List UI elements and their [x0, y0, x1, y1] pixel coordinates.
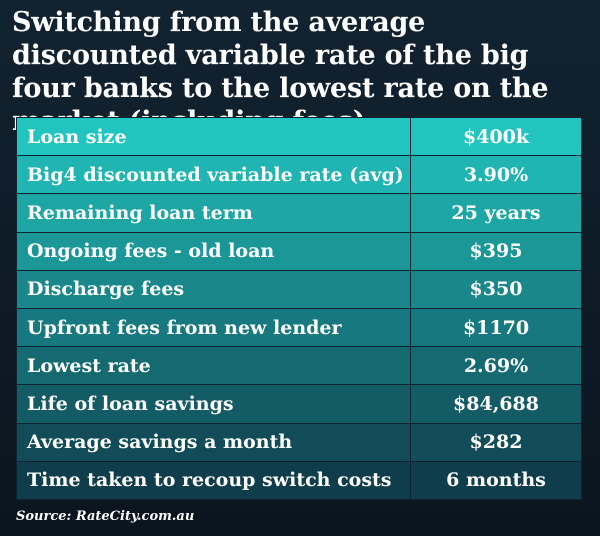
row-label: Average savings a month	[16, 422, 411, 462]
row-value: 3.90%	[410, 155, 582, 195]
row-value: $1170	[410, 307, 582, 348]
table-row: Lowest rate 2.69%	[16, 346, 582, 386]
row-label: Lowest rate	[16, 346, 411, 386]
row-label: Life of loan savings	[16, 384, 411, 424]
row-value: $282	[410, 422, 582, 462]
table-row: Remaining loan term 25 years	[16, 193, 582, 233]
row-label: Time taken to recoup switch costs	[16, 460, 411, 501]
table-row: Ongoing fees - old loan $395	[16, 231, 582, 271]
row-label: Loan size	[16, 116, 411, 157]
table-row: Loan size $400k	[16, 116, 582, 157]
row-value: $84,688	[410, 384, 582, 424]
table-row: Discharge fees $350	[16, 269, 582, 309]
row-value: 6 months	[410, 460, 582, 501]
table-row: Upfront fees from new lender $1170	[16, 307, 582, 348]
data-table: Loan size $400k Big4 discounted variable r…	[16, 116, 582, 501]
table-row: Life of loan savings $84,688	[16, 384, 582, 424]
row-value: $395	[410, 231, 582, 271]
row-label: Big4 discounted variable rate (avg)	[16, 155, 411, 195]
source-note: Source: RateCity.com.au	[16, 509, 195, 524]
table-row: Average savings a month $282	[16, 422, 582, 462]
row-value: $400k	[410, 116, 582, 157]
row-label: Upfront fees from new lender	[16, 307, 411, 348]
table-row: Big4 discounted variable rate (avg) 3.90%	[16, 155, 582, 195]
row-value: 2.69%	[410, 346, 582, 386]
row-label: Ongoing fees - old loan	[16, 231, 411, 271]
row-value: 25 years	[410, 193, 582, 233]
row-label: Discharge fees	[16, 269, 411, 309]
row-label: Remaining loan term	[16, 193, 411, 233]
row-value: $350	[410, 269, 582, 309]
table-row: Time taken to recoup switch costs 6 month…	[16, 460, 582, 501]
